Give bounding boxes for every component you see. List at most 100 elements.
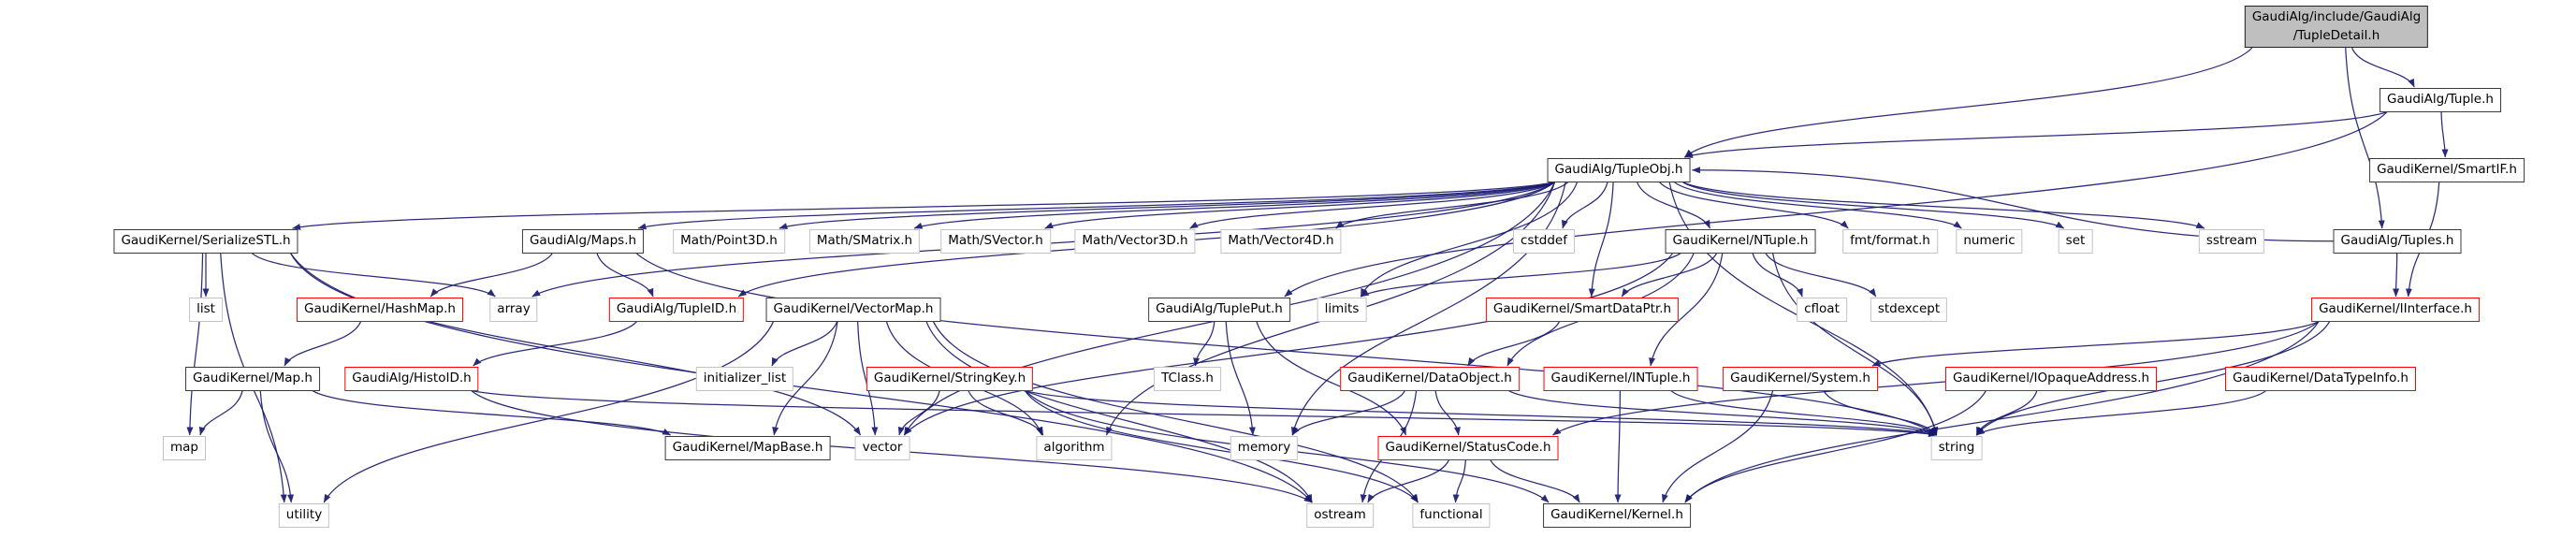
node-algorithm: algorithm [1036,436,1113,460]
edge-statuscode-to-ostream [1367,459,1450,503]
node-smartif[interactable]: GaudiKernel/SmartIF.h [2369,158,2525,182]
edge-tuple_h-to-smartif [2440,111,2449,158]
node-map_h[interactable]: GaudiKernel/Map.h [185,367,320,391]
node-mapbase[interactable]: GaudiKernel/MapBase.h [664,436,831,460]
edge-map_h-to-utility [259,390,295,503]
node-set: set [2058,229,2093,254]
edge-map_h-to-map_std [198,390,243,436]
edge-tupleobj-to-cstddef [1561,182,1608,229]
edge-vectormap-to-functional [932,321,1419,503]
edge-tupleobj-to-svector [1044,182,1555,229]
edge-tupleput-to-memory [1225,321,1256,436]
node-svector: Math/SVector.h [940,229,1051,254]
node-stringkey[interactable]: GaudiKernel/StringKey.h [866,367,1034,391]
node-vector_std: vector [854,436,910,460]
edge-serializestl-to-map_std [186,253,204,436]
node-cstddef: cstddef [1513,229,1575,254]
edge-histoid-to-string [471,389,1938,438]
edge-tupleobj-to-fmtformat [1659,182,1849,229]
node-tclass: TClass.h [1154,367,1221,391]
node-functional: functional [1412,503,1491,528]
node-dataobject[interactable]: GaudiKernel/DataObject.h [1340,367,1520,391]
edge-ntuple-to-intuple [1649,253,1724,367]
node-vectormap[interactable]: GaudiKernel/VectorMap.h [765,298,941,322]
node-tuple_h[interactable]: GaudiAlg/Tuple.h [2380,88,2501,112]
node-tupleobj[interactable]: GaudiAlg/TupleObj.h [1547,158,1691,182]
edge-statuscode-to-functional [1452,459,1466,503]
edge-tupleobj-to-vector3d [1189,182,1555,229]
edge-ntuple-to-vector_std [903,253,1674,436]
node-tupleid[interactable]: GaudiAlg/TupleID.h [608,298,745,322]
edge-ntuple-to-string [1772,253,1939,436]
edge-serializestl-to-array [251,253,496,298]
node-initlist: initializer_list [695,367,794,391]
edge-dataobject-to-statuscode [1434,390,1461,436]
node-datatypeinfo[interactable]: GaudiKernel/DataTypeInfo.h [2225,367,2416,391]
edge-map_h-to-mapbase [312,390,672,436]
edge-tupleobj-to-sstream [1682,182,2205,229]
edge-system-to-string [1823,390,1938,436]
edge-smartdataptr-to-dataobject [1467,321,1561,367]
node-iinterface[interactable]: GaudiKernel/IInterface.h [2311,298,2480,322]
node-serializestl[interactable]: GaudiKernel/SerializeSTL.h [113,229,298,254]
edge-hashmap-to-map_h [284,321,362,367]
edge-tupledetail-to-tuple_h [2351,47,2415,88]
node-numeric: numeric [1956,229,2023,254]
edge-tupleobj-to-numeric [1673,182,1962,229]
edge-serializestl-to-vector_std [290,253,862,436]
edge-maps-to-hashmap [429,253,553,298]
edge-system-to-kernel [1662,390,1774,503]
node-statuscode[interactable]: GaudiKernel/StatusCode.h [1377,436,1559,460]
edge-tuple_h-to-tupleput [1284,111,2388,298]
node-maps[interactable]: GaudiAlg/Maps.h [521,229,645,254]
edge-stringkey-to-algorithm [968,390,1044,436]
node-point3d: Math/Point3D.h [673,229,785,254]
node-vector4d: Math/Vector4D.h [1220,229,1342,254]
edge-tuples_h-to-iinterface [2393,253,2400,298]
node-kernel[interactable]: GaudiKernel/Kernel.h [1543,503,1691,528]
edge-iinterface-to-system [1871,321,2320,367]
edge-vectormap-to-mapbase [772,321,838,436]
edge-tupleobj-to-set [1682,182,2065,229]
edge-ntuple-to-stdexcept [1765,253,1877,298]
node-tupleput[interactable]: GaudiAlg/TuplePut.h [1148,298,1290,322]
node-utility: utility [278,503,330,528]
node-smartdataptr[interactable]: GaudiKernel/SmartDataPtr.h [1485,298,1680,322]
edge-iinterface-to-kernel [1684,321,2320,503]
edge-stringkey-to-vector_std [897,390,940,436]
edge-stringkey-to-string [1025,389,1938,437]
edge-tupledetail-to-tupleobj [1684,47,2253,158]
edge-dataobject-to-string [1508,390,1938,436]
edge-tuple_h-to-tupleobj [1683,110,2388,158]
node-limits: limits [1317,298,1367,322]
node-cfloat: cfloat [1797,298,1847,322]
edge-ntuple-to-limits [1360,253,1681,298]
edge-vectormap-to-ostream [925,321,1313,503]
node-iopaque[interactable]: GaudiKernel/IOpaqueAddress.h [1944,367,2158,391]
edge-intuple-to-string [1670,390,1938,436]
edge-intuple-to-kernel [1614,390,1622,503]
edge-tupleobj-to-smartdataptr [1588,182,1614,298]
node-array: array [489,298,538,322]
node-ntuple[interactable]: GaudiKernel/NTuple.h [1665,229,1816,254]
edge-tupleid-to-histoid [473,321,638,367]
node-intuple[interactable]: GaudiKernel/INTuple.h [1543,367,1698,391]
edge-vectormap-to-initlist [771,321,838,367]
edge-maps-to-tupleid [596,253,654,298]
edge-iinterface-to-statuscode [1552,321,2320,436]
node-smatrix: Math/SMatrix.h [808,229,921,254]
edge-tupleobj-to-limits [1360,182,1579,298]
node-tupledetail: GaudiAlg/include/GaudiAlg /TupleDetail.h [2244,6,2429,49]
node-system[interactable]: GaudiKernel/System.h [1723,367,1878,391]
edge-tupleobj-to-point3d [779,181,1555,229]
node-string: string [1930,436,1983,460]
edge-tupleput-to-tclass [1193,321,1215,367]
node-hashmap[interactable]: GaudiKernel/HashMap.h [297,298,463,322]
edge-datatypeinfo-to-string [1975,390,2267,436]
node-memory: memory [1230,436,1299,460]
node-tuples_h[interactable]: GaudiAlg/Tuples.h [2333,229,2462,254]
edge-tupleobj-to-ntuple [1636,182,1711,229]
edge-tupledetail-to-tuples_h [2345,48,2385,229]
node-histoid[interactable]: GaudiAlg/HistoID.h [344,367,479,391]
